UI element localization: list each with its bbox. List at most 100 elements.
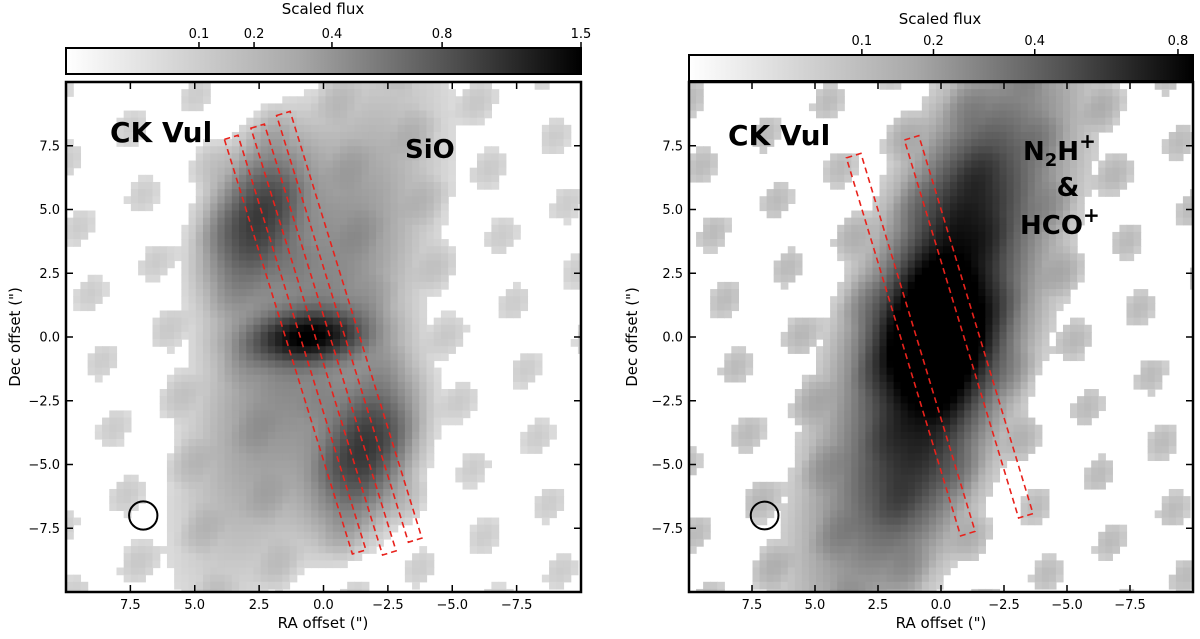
map-pixel xyxy=(563,274,572,283)
map-pixel xyxy=(332,460,341,469)
map-pixel xyxy=(999,124,1008,133)
map-pixel xyxy=(1077,339,1085,347)
map-pixel xyxy=(123,474,132,483)
map-pixel xyxy=(1013,224,1022,233)
map-pixel xyxy=(275,546,283,554)
map-pixel xyxy=(971,174,979,183)
map-pixel xyxy=(513,381,521,390)
map-pixel xyxy=(376,410,384,419)
map-pixel xyxy=(210,574,219,583)
map-pixel xyxy=(260,467,269,476)
map-pixel xyxy=(1020,146,1029,154)
map-pixel xyxy=(412,267,420,276)
map-pixel xyxy=(1034,360,1043,369)
map-pixel xyxy=(837,160,845,169)
map-pixel xyxy=(1020,331,1029,340)
map-pixel xyxy=(964,117,972,126)
map-pixel xyxy=(1070,403,1078,412)
map-pixel xyxy=(397,324,406,333)
map-pixel xyxy=(921,153,930,162)
map-pixel xyxy=(787,260,796,269)
map-pixel xyxy=(837,417,845,426)
map-pixel xyxy=(210,424,219,433)
map-pixel xyxy=(275,239,283,247)
map-pixel xyxy=(311,89,319,97)
map-pixel xyxy=(246,131,255,140)
map-pixel xyxy=(830,89,838,97)
map-pixel xyxy=(376,189,384,197)
map-pixel xyxy=(448,410,456,419)
map-pixel xyxy=(491,231,500,240)
map-pixel xyxy=(289,267,298,276)
map-pixel xyxy=(188,560,197,569)
map-pixel xyxy=(907,246,916,254)
map-pixel xyxy=(1055,203,1064,212)
map-pixel xyxy=(339,374,348,383)
map-pixel xyxy=(123,424,132,433)
map-pixel xyxy=(87,224,96,233)
map-pixel xyxy=(181,574,190,583)
map-pixel xyxy=(289,367,298,376)
map-pixel xyxy=(498,246,507,254)
map-pixel xyxy=(1055,174,1064,183)
map-pixel xyxy=(1055,181,1064,190)
map-pixel xyxy=(354,131,363,140)
map-pixel xyxy=(354,431,363,440)
map-pixel xyxy=(978,239,986,247)
map-pixel xyxy=(332,303,341,312)
map-pixel xyxy=(971,431,979,440)
map-pixel xyxy=(1041,210,1050,219)
map-pixel xyxy=(1041,346,1050,354)
map-pixel xyxy=(541,488,550,497)
map-pixel xyxy=(217,339,226,347)
map-pixel xyxy=(999,346,1008,354)
map-pixel xyxy=(383,424,392,433)
map-pixel xyxy=(780,196,789,204)
map-pixel xyxy=(563,210,572,219)
map-pixel xyxy=(1140,296,1149,304)
map-pixel xyxy=(361,117,370,126)
map-pixel xyxy=(311,296,319,304)
map-pixel xyxy=(202,410,211,419)
map-pixel xyxy=(188,289,197,297)
map-pixel xyxy=(109,410,118,419)
map-pixel xyxy=(419,124,428,133)
map-pixel xyxy=(865,374,874,383)
map-pixel xyxy=(202,303,211,312)
map-pixel xyxy=(289,253,298,262)
map-pixel xyxy=(318,360,327,369)
map-pixel xyxy=(282,439,291,447)
map-pixel xyxy=(289,467,298,476)
map-pixel xyxy=(893,424,902,433)
map-pixel xyxy=(900,174,909,183)
map-pixel xyxy=(914,353,923,362)
map-pixel xyxy=(1105,124,1113,133)
map-pixel xyxy=(484,588,492,592)
map-pixel xyxy=(368,339,377,347)
map-pixel xyxy=(332,89,341,97)
map-pixel xyxy=(404,317,413,326)
map-pixel xyxy=(476,103,485,112)
map-pixel xyxy=(188,467,197,476)
map-pixel xyxy=(195,303,204,312)
map-pixel xyxy=(239,374,247,383)
map-pixel xyxy=(426,439,435,447)
map-pixel xyxy=(971,167,979,176)
map-pixel xyxy=(130,196,139,204)
map-pixel xyxy=(303,124,312,133)
map-pixel xyxy=(325,96,334,105)
map-pixel xyxy=(166,317,175,326)
map-pixel xyxy=(1020,389,1029,397)
map-pixel xyxy=(217,531,226,540)
map-pixel xyxy=(773,267,782,276)
map-pixel xyxy=(166,481,175,490)
map-pixel xyxy=(476,181,485,190)
map-pixel xyxy=(239,239,247,247)
map-pixel xyxy=(1119,253,1128,262)
x-tick-label: 5.0 xyxy=(184,598,205,613)
map-pixel xyxy=(830,346,838,354)
map-pixel xyxy=(188,460,197,469)
map-pixel xyxy=(419,317,428,326)
map-pixel xyxy=(267,517,276,526)
map-pixel xyxy=(900,353,909,362)
